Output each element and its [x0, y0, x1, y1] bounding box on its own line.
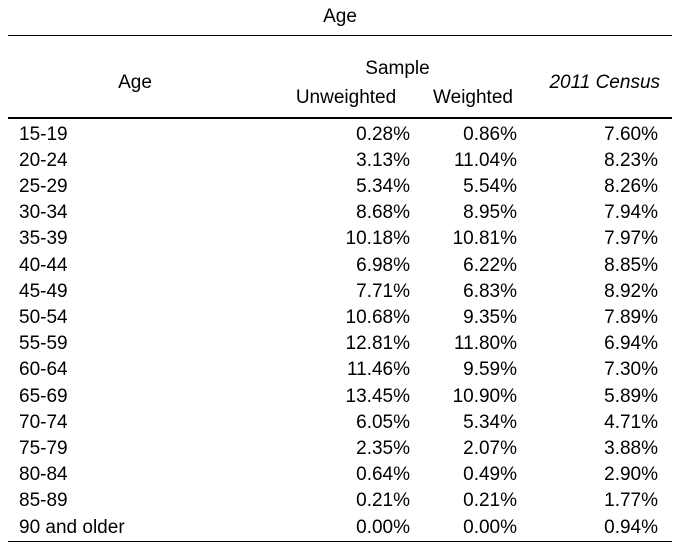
unweighted-cell: 0.64% — [356, 464, 410, 486]
header-row-sub: Unweighted Weighted — [8, 81, 673, 118]
age-group-cell: 55-59 — [19, 333, 68, 355]
weighted-cell: 8.95% — [463, 202, 518, 224]
weighted-cell: 6.22% — [463, 254, 518, 276]
census-cell: 8.26% — [604, 175, 659, 197]
census-cell: 7.30% — [604, 359, 659, 381]
unweighted-cell: 3.13% — [356, 149, 410, 171]
table-row: 15-19 0.28% 0.86% 7.60% — [8, 118, 672, 148]
table-title: Age — [323, 6, 357, 27]
unweighted-cell: 0.00% — [356, 516, 410, 538]
unweighted-cell: 7.71% — [356, 280, 410, 302]
unweighted-cell: 0.21% — [356, 490, 410, 512]
table-row: 75-79 2.35% 2.07% 3.88% — [8, 436, 672, 462]
weighted-cell: 0.49% — [463, 464, 518, 486]
table-row: 60-64 11.46% 9.59% 7.30% — [8, 357, 672, 383]
weighted-cell: 11.04% — [453, 149, 518, 171]
unweighted-cell: 10.68% — [345, 306, 410, 328]
age-group-cell: 65-69 — [19, 385, 68, 407]
age-group-cell: 60-64 — [19, 359, 68, 381]
unweighted-cell: 5.34% — [356, 175, 410, 197]
table-row: 65-69 13.45% 10.90% 5.89% — [8, 384, 672, 410]
table-row: 70-74 6.05% 5.34% 4.71% — [8, 410, 672, 436]
age-group-cell: 75-79 — [19, 437, 68, 459]
table-row: 45-49 7.71% 6.83% 8.92% — [8, 279, 672, 305]
table-row: 85-89 0.21% 0.21% 1.77% — [8, 488, 672, 514]
unweighted-cell: 6.98% — [356, 254, 410, 276]
table-row: 50-54 10.68% 9.35% 7.89% — [8, 305, 672, 331]
census-cell: 8.23% — [604, 149, 659, 171]
weighted-cell: 9.35% — [463, 306, 518, 328]
unweighted-cell: 0.28% — [356, 123, 410, 145]
age-group-cell: 35-39 — [19, 228, 68, 250]
age-group-cell: 20-24 — [19, 149, 68, 171]
weighted-cell: 11.80% — [453, 333, 518, 355]
header-row-top: Age Sample 2011 Census — [8, 36, 672, 94]
age-group-cell: 70-74 — [19, 411, 68, 433]
age-group-cell: 30-34 — [19, 202, 68, 224]
unweighted-cell: 10.18% — [345, 228, 410, 250]
age-group-cell: 25-29 — [19, 175, 68, 197]
unweighted-cell: 8.68% — [356, 202, 410, 224]
column-header-2011-census: 2011 Census — [549, 72, 661, 94]
weighted-cell: 2.07% — [463, 437, 518, 459]
table-row: 30-34 8.68% 8.95% 7.94% — [8, 200, 672, 226]
census-cell: 8.85% — [604, 254, 659, 276]
weighted-cell: 0.21% — [463, 490, 518, 512]
age-group-cell: 50-54 — [19, 306, 68, 328]
census-cell: 7.60% — [604, 123, 659, 145]
column-header-sample: Sample — [365, 57, 430, 79]
table-row: 25-29 5.34% 5.54% 8.26% — [8, 174, 672, 200]
census-cell: 7.89% — [604, 306, 659, 328]
weighted-cell: 10.90% — [452, 385, 518, 407]
age-group-cell: 15-19 — [19, 123, 68, 145]
column-header-weighted: Weighted — [433, 86, 513, 108]
table-row: 80-84 0.64% 0.49% 2.90% — [8, 462, 672, 488]
census-cell: 6.94% — [604, 333, 659, 355]
table-row: 40-44 6.98% 6.22% 8.85% — [8, 253, 672, 279]
census-cell: 4.71% — [604, 411, 659, 433]
age-distribution-table: Age Sample 2011 Census Unweighted Weight… — [8, 35, 673, 542]
weighted-cell: 9.59% — [463, 359, 518, 381]
census-cell: 5.89% — [604, 385, 659, 407]
table-row: 20-24 3.13% 11.04% 8.23% — [8, 148, 672, 174]
weighted-cell: 0.86% — [463, 123, 518, 145]
age-group-cell: 90 and older — [19, 516, 125, 538]
weighted-cell: 5.34% — [463, 411, 518, 433]
weighted-cell: 0.00% — [463, 516, 518, 538]
unweighted-cell: 2.35% — [356, 437, 410, 459]
age-group-cell: 85-89 — [19, 490, 68, 512]
table-row: 90 and older 0.00% 0.00% 0.94% — [8, 515, 672, 542]
table-row: 55-59 12.81% 11.80% 6.94% — [8, 331, 672, 357]
census-cell: 7.97% — [604, 228, 659, 250]
table-body: 15-19 0.28% 0.86% 7.60% 20-24 3.13% 11.0… — [8, 118, 672, 542]
table-header: Age Sample 2011 Census Unweighted Weight… — [8, 36, 673, 118]
unweighted-cell: 13.45% — [345, 385, 410, 407]
unweighted-cell: 12.81% — [345, 333, 410, 355]
age-group-cell: 40-44 — [19, 254, 68, 276]
census-cell: 0.94% — [604, 516, 659, 538]
weighted-cell: 6.83% — [463, 280, 518, 302]
column-header-age: Age — [118, 72, 152, 94]
unweighted-cell: 11.46% — [346, 359, 410, 381]
column-header-unweighted: Unweighted — [295, 86, 397, 108]
weighted-cell: 10.81% — [452, 228, 518, 250]
table-row: 35-39 10.18% 10.81% 7.97% — [8, 226, 672, 252]
census-cell: 2.90% — [604, 464, 659, 486]
weighted-cell: 5.54% — [463, 175, 518, 197]
census-cell: 7.94% — [604, 202, 659, 224]
age-group-cell: 80-84 — [19, 464, 68, 486]
age-group-cell: 45-49 — [19, 280, 68, 302]
census-cell: 3.88% — [604, 437, 659, 459]
census-cell: 1.77% — [604, 490, 659, 512]
census-cell: 8.92% — [604, 280, 659, 302]
unweighted-cell: 6.05% — [356, 411, 410, 433]
